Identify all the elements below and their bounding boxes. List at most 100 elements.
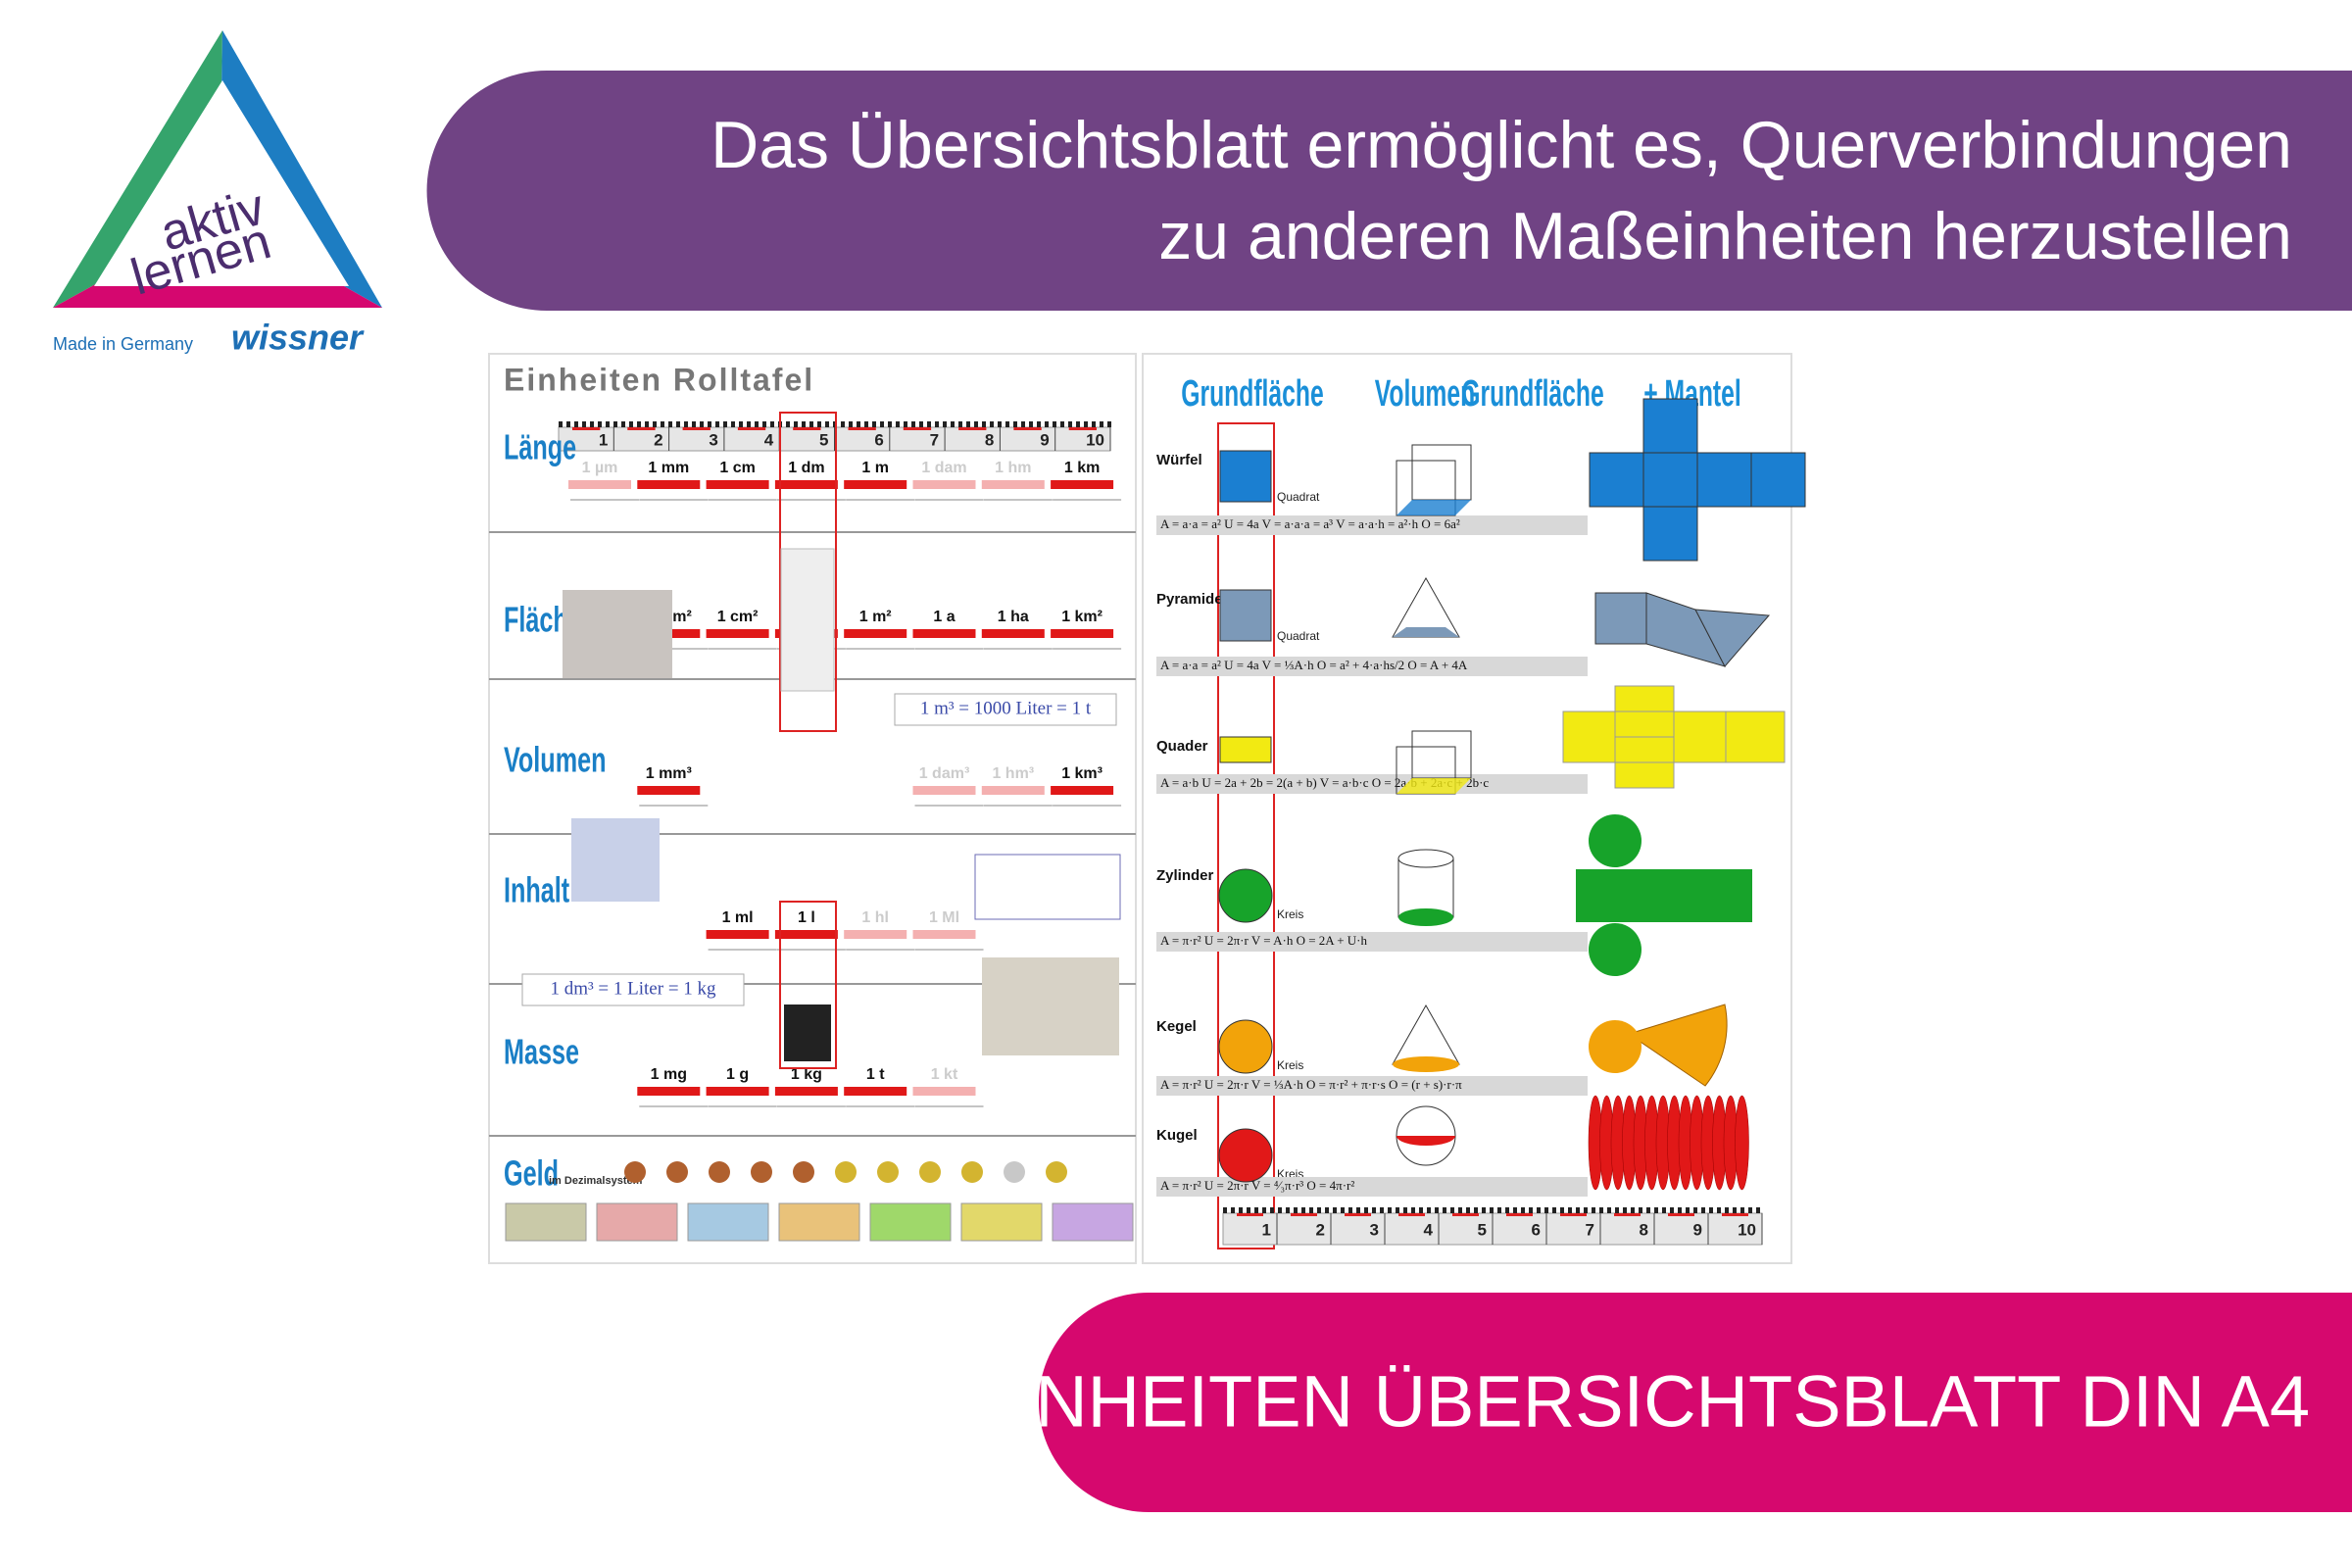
ruler-number: 10 — [1738, 1220, 1756, 1239]
unit-bar — [706, 930, 769, 939]
ruler-tick — [1294, 1207, 1298, 1213]
ruler-tick — [1301, 1207, 1305, 1213]
unit-bar — [912, 1087, 976, 1096]
net — [1594, 592, 1647, 645]
unit-label: 1 m — [861, 460, 889, 476]
ruler-red — [1560, 1213, 1587, 1216]
ruler-tick — [1380, 1207, 1384, 1213]
ruler-tick — [1631, 1207, 1635, 1213]
ruler-tick — [849, 421, 853, 427]
photo — [563, 590, 672, 678]
shape-name: Zylinder — [1156, 867, 1214, 884]
ruler-tick — [1247, 1207, 1250, 1213]
net — [1589, 1020, 1642, 1073]
ruler-tick — [1223, 1207, 1227, 1213]
unit-bar — [1051, 629, 1114, 638]
solid-base — [1393, 627, 1459, 637]
ruler-tick — [1560, 1207, 1564, 1213]
unit-bar — [706, 629, 769, 638]
unit-label: 1 mg — [651, 1066, 687, 1083]
banknote — [687, 1202, 769, 1242]
ruler-tick — [1490, 1207, 1494, 1213]
unit-label: 1 kg — [791, 1066, 822, 1083]
ruler-tick — [613, 421, 617, 427]
ruler-tick — [637, 421, 641, 427]
banner-text: zu anderen Maßeinheiten herzustellen — [1158, 199, 2292, 273]
ruler-number: 5 — [1478, 1220, 1487, 1239]
base-shape — [1218, 868, 1273, 923]
ruler-number: 7 — [930, 430, 939, 449]
ruler-tick — [1639, 1207, 1642, 1213]
ruler-tick — [590, 421, 594, 427]
coin — [919, 1161, 941, 1183]
solid-base — [1396, 1136, 1455, 1146]
shape-name: Würfel — [1156, 452, 1202, 468]
unit-bar — [844, 930, 907, 939]
ruler-number: 1 — [1262, 1220, 1271, 1239]
banknote — [1052, 1202, 1134, 1242]
ruler-tick — [1005, 421, 1009, 427]
ruler-tick — [896, 421, 900, 427]
ruler-tick — [1748, 1207, 1752, 1213]
unit-bar — [912, 629, 976, 638]
base-name: Kreis — [1277, 907, 1303, 921]
coin — [1004, 1161, 1025, 1183]
ruler-tick — [598, 421, 602, 427]
unit-label: 1 hl — [861, 909, 889, 926]
ruler-number: 7 — [1586, 1220, 1594, 1239]
net — [1589, 814, 1642, 867]
note: 1 dm³ = 1 Liter = 1 kg — [550, 978, 716, 999]
ruler-tick — [1060, 421, 1064, 427]
base-name: Quadrat — [1277, 490, 1320, 504]
info-box — [974, 854, 1121, 920]
net — [1614, 736, 1675, 763]
note: 1 m³ = 1000 Liter = 1 t — [920, 698, 1092, 718]
net — [1673, 710, 1727, 763]
ruler-tick — [974, 421, 978, 427]
base-shape — [1219, 450, 1272, 503]
base-name: Quadrat — [1277, 629, 1320, 643]
net — [1725, 710, 1786, 763]
ruler-tick — [809, 421, 813, 427]
unit-label: 1 ha — [998, 609, 1029, 625]
unit-bar — [568, 480, 631, 489]
ruler-red — [1452, 1213, 1479, 1216]
ruler-red — [1398, 1213, 1425, 1216]
ruler-tick — [982, 421, 986, 427]
ruler-tick — [1270, 1207, 1274, 1213]
ruler-tick — [1662, 1207, 1666, 1213]
ruler-tick — [621, 421, 625, 427]
unit-label: 1 dam³ — [919, 765, 970, 782]
ruler-tick — [1419, 1207, 1423, 1213]
ruler-tick — [817, 421, 821, 427]
ruler-tick — [1333, 1207, 1337, 1213]
ruler-tick — [1262, 1207, 1266, 1213]
banknote — [596, 1202, 678, 1242]
bottom-banner — [1039, 1293, 2352, 1512]
unit-bar — [637, 1087, 701, 1096]
net — [1562, 710, 1616, 763]
red-frame — [779, 412, 837, 732]
unit-bar — [981, 786, 1045, 795]
unit-label: 1 km — [1064, 460, 1100, 476]
ruler-tick — [582, 421, 586, 427]
solid-base — [1398, 908, 1453, 926]
unit-label: 1 km³ — [1061, 765, 1102, 782]
ruler-tick — [1537, 1207, 1541, 1213]
ruler-red — [1291, 1213, 1317, 1216]
photo — [784, 1004, 831, 1061]
ruler-tick — [825, 421, 829, 427]
banner-text: Das Übersichtsblatt ermöglicht es, Querv… — [710, 108, 2292, 182]
ruler-tick — [998, 421, 1002, 427]
ruler-number: 1 — [599, 430, 608, 449]
ruler-tick — [723, 421, 727, 427]
solid-base — [1396, 778, 1471, 794]
ruler-tick — [1474, 1207, 1478, 1213]
ruler-number: 8 — [1640, 1220, 1648, 1239]
unit-label: 1 µm — [582, 460, 618, 476]
net — [1694, 609, 1771, 667]
ruler-tick — [1756, 1207, 1760, 1213]
ruler-tick — [880, 421, 884, 427]
formula-band — [1156, 657, 1588, 676]
ruler-red — [958, 427, 987, 430]
